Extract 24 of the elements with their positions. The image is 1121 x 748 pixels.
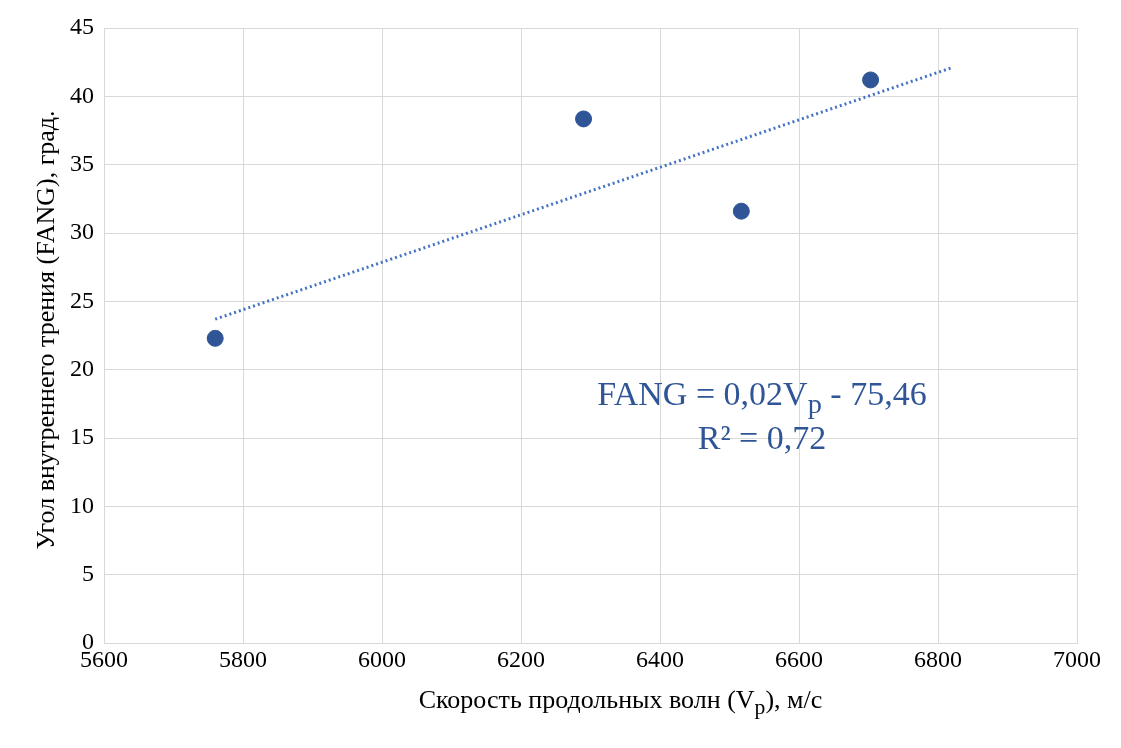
point [575,110,593,128]
point [732,202,750,220]
annotation: FANG = 0,02V$_{p}$ - 75,46 [597,375,927,420]
y-tick-label: 45 [70,13,94,40]
y-tick-label: 10 [70,491,94,518]
y-tick-label: 5 [82,560,94,587]
y-axis-title: Угол внутреннего трения (FANG), град. [31,110,61,550]
x-axis-title: Скорость продольных волн (V$_{p}$), м/с [417,685,824,721]
y-tick-label: 30 [70,218,94,245]
y-tick-label: 40 [70,81,94,108]
y-tick-label: 25 [70,286,94,313]
x-tick-label: 5800 [219,645,267,672]
y-tick-label: 20 [70,355,94,382]
point [206,329,224,347]
x-tick-label: 7000 [1053,645,1101,672]
x-tick-label: 6400 [636,645,684,672]
x-tick-label: 6600 [775,645,823,672]
annotation: R² = 0,72 [697,419,827,457]
y-tick-label: 35 [70,150,94,177]
x-tick-label: 6800 [914,645,962,672]
point [862,71,880,89]
x-tick-label: 6000 [358,645,406,672]
y-tick-label: 15 [70,423,94,450]
x-tick-label: 6200 [497,645,545,672]
